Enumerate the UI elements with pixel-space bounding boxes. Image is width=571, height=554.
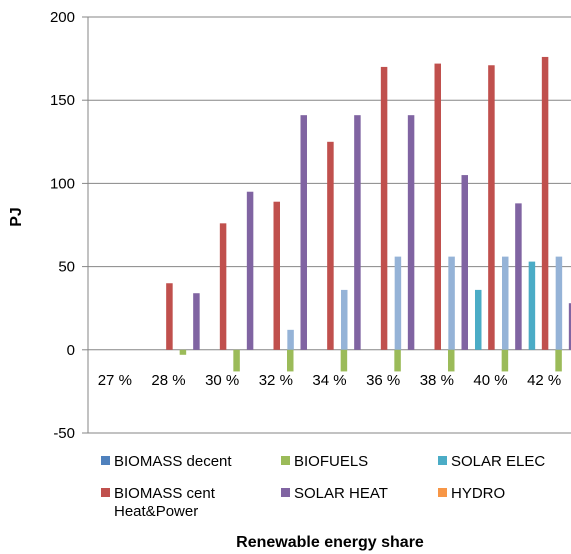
bar	[340, 349, 348, 372]
legend-label: HYDRO	[451, 485, 505, 502]
bar	[394, 349, 401, 372]
y-tick-label: 100	[50, 175, 75, 192]
x-tick-label: 38 %	[420, 372, 454, 389]
bar	[273, 201, 280, 350]
bar	[502, 256, 509, 350]
bar	[528, 261, 536, 350]
bar	[434, 63, 441, 350]
x-tick-label: 32 %	[259, 372, 293, 389]
y-tick-labels: -50 0 50 100 150 200	[50, 9, 75, 442]
bar	[541, 56, 549, 350]
bar	[488, 65, 495, 350]
bar	[515, 203, 522, 350]
legend-label: SOLAR HEAT	[294, 485, 388, 502]
bar	[300, 115, 307, 350]
x-tick-label: 27 %	[98, 372, 132, 389]
legend-swatch	[101, 488, 110, 497]
gridlines	[82, 16, 571, 434]
bar	[394, 256, 402, 350]
bar	[568, 303, 571, 350]
y-tick-label: -50	[53, 425, 75, 442]
bar	[555, 256, 563, 350]
bar	[287, 349, 294, 372]
y-tick-label: 50	[58, 259, 75, 276]
x-tick-label: 30 %	[205, 372, 239, 389]
y-tick-label: 150	[50, 92, 75, 109]
x-tick-label: 36 %	[366, 372, 400, 389]
bar	[179, 349, 187, 355]
bar	[287, 329, 294, 350]
bar	[341, 289, 348, 350]
bar	[193, 293, 200, 350]
bar	[448, 256, 455, 350]
bar	[166, 283, 173, 350]
legend-label: BIOMASS decent	[114, 453, 232, 470]
bars	[166, 56, 571, 372]
bar	[448, 349, 455, 372]
legend: BIOMASS decent BIOFUELS SOLAR ELEC BIOMASS …	[101, 453, 545, 520]
legend-label: SOLAR ELEC	[451, 453, 545, 470]
bar	[461, 175, 468, 350]
bar	[380, 66, 388, 350]
y-axis-title: PJ	[8, 207, 25, 227]
legend-swatch	[101, 456, 110, 465]
bar	[327, 141, 334, 350]
bar	[246, 191, 254, 350]
legend-label: BIOMASS cent	[114, 485, 216, 502]
bar	[354, 115, 361, 350]
legend-swatch	[438, 488, 447, 497]
bar	[475, 289, 482, 350]
y-tick-label: 200	[50, 9, 75, 26]
x-tick-labels: 27 % 28 % 30 % 32 % 34 % 36 % 38 % 40 % 42 %	[98, 372, 562, 389]
bar	[501, 349, 509, 372]
x-tick-label: 40 %	[473, 372, 507, 389]
legend-swatch	[438, 456, 447, 465]
x-tick-label: 34 %	[312, 372, 346, 389]
legend-label: Heat&Power	[114, 503, 198, 520]
x-tick-label: 28 %	[151, 372, 185, 389]
bar	[555, 349, 562, 372]
y-tick-label: 0	[67, 342, 75, 359]
bar	[407, 115, 415, 350]
legend-swatch	[281, 488, 290, 497]
bar	[219, 223, 227, 350]
x-tick-label: 42 %	[527, 372, 561, 389]
legend-label: BIOFUELS	[294, 453, 368, 470]
x-axis-title: Renewable energy share	[236, 534, 424, 551]
bar	[233, 349, 240, 372]
legend-swatch	[281, 456, 290, 465]
